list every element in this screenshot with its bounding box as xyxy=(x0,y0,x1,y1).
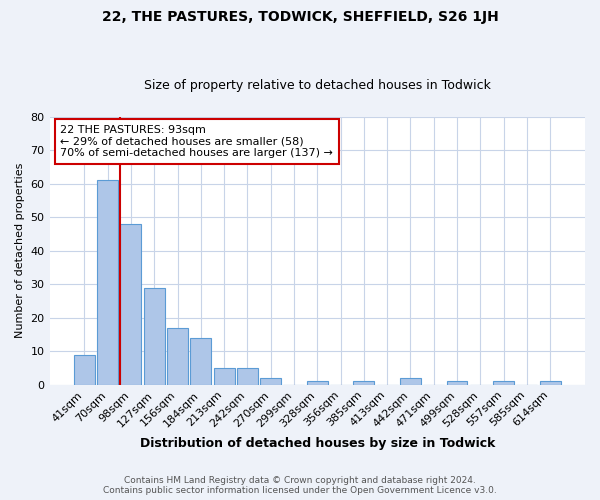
Bar xyxy=(74,354,95,385)
Bar xyxy=(260,378,281,385)
Bar xyxy=(237,368,258,385)
Bar xyxy=(400,378,421,385)
Title: Size of property relative to detached houses in Todwick: Size of property relative to detached ho… xyxy=(144,79,491,92)
Text: Contains HM Land Registry data © Crown copyright and database right 2024.
Contai: Contains HM Land Registry data © Crown c… xyxy=(103,476,497,495)
Bar xyxy=(144,288,165,385)
Bar xyxy=(539,382,560,385)
Y-axis label: Number of detached properties: Number of detached properties xyxy=(15,163,25,338)
Bar xyxy=(97,180,118,385)
Bar xyxy=(190,338,211,385)
X-axis label: Distribution of detached houses by size in Todwick: Distribution of detached houses by size … xyxy=(140,437,495,450)
Bar xyxy=(214,368,235,385)
Bar xyxy=(307,382,328,385)
Bar xyxy=(167,328,188,385)
Bar xyxy=(121,224,142,385)
Text: 22 THE PASTURES: 93sqm
← 29% of detached houses are smaller (58)
70% of semi-det: 22 THE PASTURES: 93sqm ← 29% of detached… xyxy=(60,125,333,158)
Bar xyxy=(493,382,514,385)
Bar xyxy=(353,382,374,385)
Bar xyxy=(446,382,467,385)
Text: 22, THE PASTURES, TODWICK, SHEFFIELD, S26 1JH: 22, THE PASTURES, TODWICK, SHEFFIELD, S2… xyxy=(101,10,499,24)
